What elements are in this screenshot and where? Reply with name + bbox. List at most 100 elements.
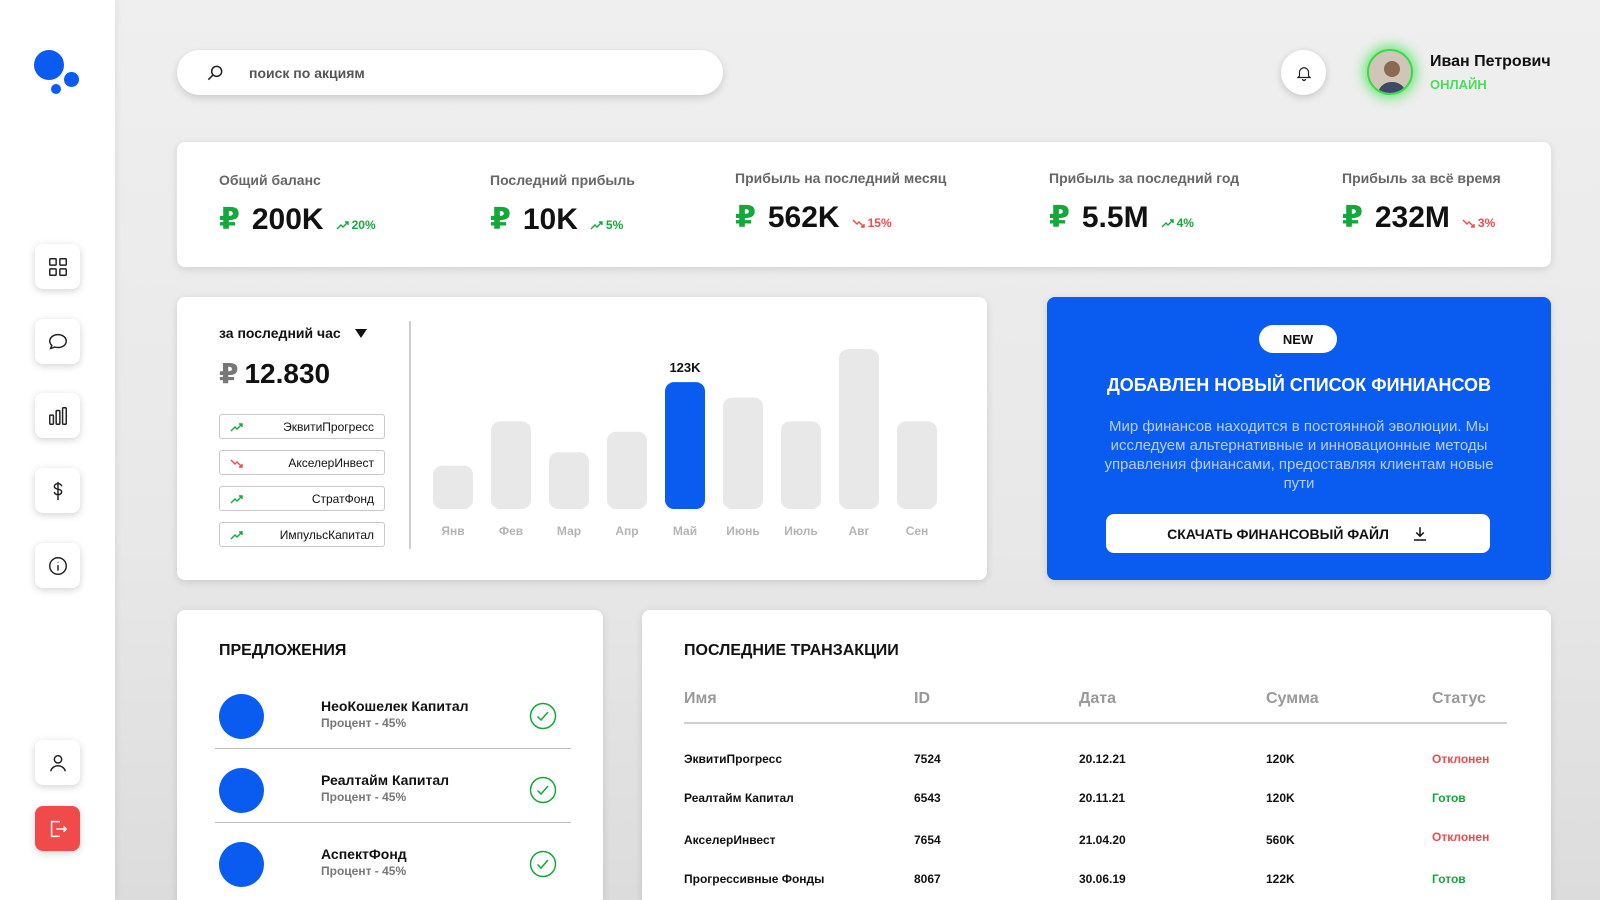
ruble-icon: ₽ bbox=[219, 358, 239, 389]
stat-change: 3% bbox=[1462, 216, 1495, 230]
stat-value: 562K bbox=[767, 201, 840, 234]
logout-icon bbox=[50, 820, 67, 837]
column-header-date[interactable]: Дата bbox=[1079, 690, 1117, 707]
offer-item[interactable]: АспектФонд Процент - 45% bbox=[215, 832, 571, 900]
chart-bar-Май[interactable] bbox=[665, 382, 705, 509]
chart-bar-Апр[interactable] bbox=[607, 431, 647, 509]
ruble-icon: ₽ bbox=[490, 203, 511, 236]
tx-status: Отклонен bbox=[1432, 830, 1490, 844]
ticker-item[interactable]: ЭквитиПрогресс bbox=[219, 414, 385, 439]
offer-name: НеоКошелек Капитал bbox=[321, 698, 469, 714]
offer-item[interactable]: НеоКошелек Капитал Процент - 45% bbox=[215, 684, 571, 758]
search-input[interactable] bbox=[249, 64, 669, 81]
bell-icon bbox=[1296, 66, 1311, 81]
info-button[interactable] bbox=[35, 543, 80, 588]
trend-down-icon bbox=[230, 459, 243, 468]
stat-change: 15% bbox=[852, 216, 892, 230]
x-tick-label: Авг bbox=[848, 524, 869, 538]
column-header-status[interactable]: Статус bbox=[1432, 690, 1486, 707]
offer-logo bbox=[219, 768, 264, 813]
offer-name: Реалтайм Капитал bbox=[321, 772, 450, 788]
trend-up-icon bbox=[336, 221, 349, 230]
profile-button[interactable] bbox=[35, 740, 80, 785]
offer-percent: Процент - 45% bbox=[321, 864, 407, 878]
chart-bar-Янв[interactable] bbox=[433, 465, 473, 509]
tx-date: 20.11.21 bbox=[1079, 791, 1126, 805]
user-icon bbox=[49, 754, 66, 771]
finance-button[interactable] bbox=[35, 468, 80, 513]
download-button[interactable]: СКАЧАТЬ ФИНАНСОВЫЙ ФАЙЛ bbox=[1106, 514, 1490, 553]
trend-up-icon bbox=[230, 423, 243, 432]
stat-change: 5% bbox=[590, 218, 623, 232]
tx-date: 21.04.20 bbox=[1079, 833, 1126, 847]
column-header-id[interactable]: ID bbox=[914, 690, 930, 707]
offers-title: ПРЕДЛОЖЕНИЯ bbox=[219, 642, 347, 659]
tx-id: 6543 bbox=[914, 791, 941, 805]
stat-label: Прибыль за всё время bbox=[1342, 170, 1501, 186]
tx-date: 30.06.19 bbox=[1079, 872, 1126, 886]
chart-bar-Авг[interactable] bbox=[839, 349, 879, 509]
chart-bar-Июнь[interactable] bbox=[723, 397, 763, 509]
stat-value: 5.5M bbox=[1081, 201, 1149, 234]
tx-amount: 122K bbox=[1266, 872, 1295, 886]
x-tick-label: Май bbox=[673, 524, 697, 538]
chart-bar-Мар[interactable] bbox=[549, 452, 589, 509]
ticker-item[interactable]: ИмпульсКапитал bbox=[219, 522, 385, 547]
check-circle-icon[interactable] bbox=[529, 850, 557, 878]
check-circle-icon[interactable] bbox=[529, 776, 557, 804]
stat-change: 4% bbox=[1161, 216, 1194, 230]
stat-label: Прибыль на последний месяц bbox=[735, 170, 947, 186]
stat-change: 20% bbox=[336, 218, 376, 232]
bar-value-label: 123K bbox=[669, 360, 701, 375]
ticker-name: СтратФонд bbox=[311, 491, 374, 506]
offer-percent: Процент - 45% bbox=[321, 716, 407, 730]
notifications-button[interactable] bbox=[1281, 50, 1326, 95]
stat-month-profit: Прибыль на последний месяц ₽ 562K 15% bbox=[735, 170, 946, 235]
dollar-icon bbox=[53, 481, 62, 500]
chart-total-value: ₽12.830 bbox=[219, 358, 331, 389]
chart-bar-Сен[interactable] bbox=[897, 421, 937, 509]
offers-card: ПРЕДЛОЖЕНИЯ НеоКошелек Капитал Процент -… bbox=[177, 610, 603, 900]
chart-bar-Июль[interactable] bbox=[781, 421, 821, 509]
offer-logo bbox=[219, 694, 264, 739]
trend-up-icon bbox=[590, 221, 603, 230]
chart-bar-Фев[interactable] bbox=[491, 421, 531, 509]
statistics-button[interactable] bbox=[35, 393, 80, 438]
search-icon[interactable] bbox=[205, 63, 225, 83]
period-dropdown[interactable]: за последний час bbox=[219, 325, 367, 341]
offer-item[interactable]: Реалтайм Капитал Процент - 45% bbox=[215, 758, 571, 832]
column-header-name[interactable]: Имя bbox=[684, 690, 717, 707]
tx-status: Готов bbox=[1432, 791, 1466, 805]
offer-name: АспектФонд bbox=[321, 846, 407, 862]
bar-chart-icon bbox=[48, 406, 67, 425]
stats-card: Общий баланс ₽ 200K 20% Последний прибыл… bbox=[177, 142, 1551, 267]
promo-text: Мир финансов находится в постоянной эвол… bbox=[1104, 418, 1494, 492]
promo-title: ДОБАВЛЕН НОВЫЙ СПИСОК ФИНИАНСОВ bbox=[1106, 375, 1492, 395]
logout-button[interactable] bbox=[35, 806, 80, 851]
ticker-item[interactable]: СтратФонд bbox=[219, 486, 385, 511]
offer-percent: Процент - 45% bbox=[321, 790, 407, 804]
messages-button[interactable] bbox=[35, 319, 80, 364]
new-badge: NEW bbox=[1259, 325, 1337, 353]
caret-down-icon bbox=[354, 328, 367, 338]
check-circle-icon[interactable] bbox=[529, 702, 557, 730]
tx-id: 7524 bbox=[914, 752, 941, 766]
transactions-title: ПОСЛЕДНИЕ ТРАНЗАКЦИИ bbox=[684, 642, 899, 659]
download-icon bbox=[1413, 526, 1426, 541]
x-tick-label: Сен bbox=[906, 524, 929, 538]
ticker-item[interactable]: АкселерИнвест bbox=[219, 450, 385, 475]
dashboard-button[interactable] bbox=[35, 244, 80, 289]
transactions-card: ПОСЛЕДНИЕ ТРАНЗАКЦИИ Имя ID Дата Сумма С… bbox=[642, 610, 1551, 900]
stat-total-balance: Общий баланс ₽ 200K 20% bbox=[219, 172, 376, 237]
tx-amount: 560K bbox=[1266, 833, 1295, 847]
ticker-name: ИмпульсКапитал bbox=[279, 527, 374, 542]
trend-up-icon bbox=[1161, 219, 1174, 228]
bar-chart: Янв Фев Мар Апр Май 123K Июнь Июль Авг Сен bbox=[433, 349, 937, 538]
divider bbox=[409, 321, 411, 549]
sidebar bbox=[0, 0, 115, 900]
stat-year-profit: Прибыль за последний год ₽ 5.5M 4% bbox=[1049, 170, 1239, 235]
logo[interactable] bbox=[34, 50, 84, 100]
column-header-amount[interactable]: Сумма bbox=[1266, 690, 1319, 707]
avatar[interactable] bbox=[1367, 49, 1413, 95]
stat-value: 200K bbox=[251, 203, 324, 236]
